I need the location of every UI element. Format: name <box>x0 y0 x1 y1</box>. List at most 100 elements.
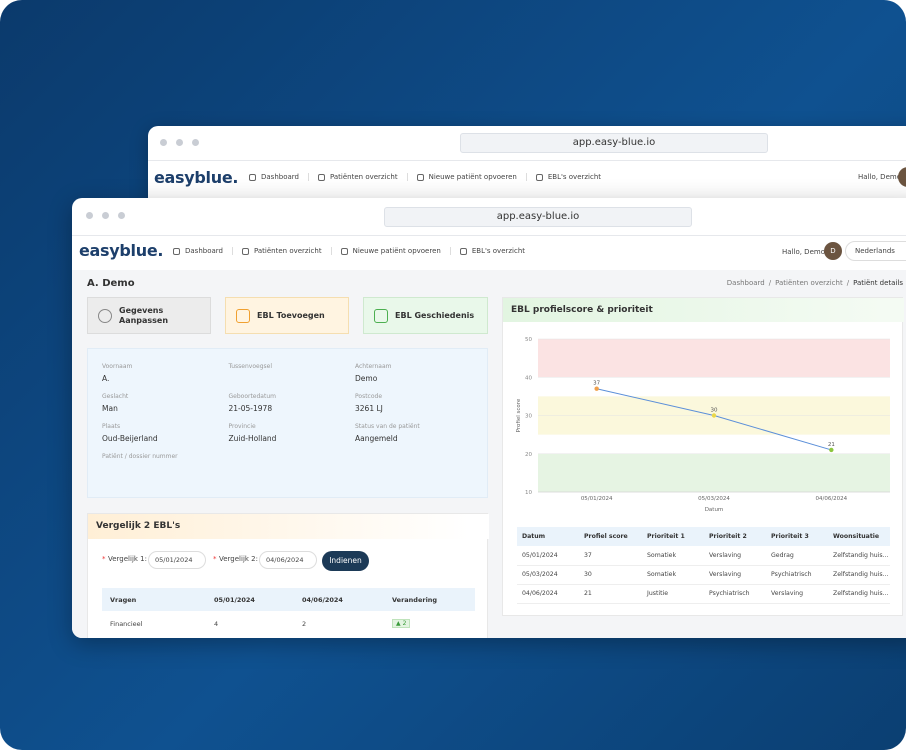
nav-label[interactable]: Patiënten overzicht <box>253 247 322 255</box>
nav-icon <box>340 247 348 255</box>
table-cell: Gedrag <box>771 552 794 559</box>
card-header <box>503 298 904 322</box>
table-cell: 37 <box>584 552 592 559</box>
breadcrumb-item[interactable]: Patiënten overzicht <box>775 279 843 287</box>
url-bar: app.easy-blue.io <box>384 207 692 227</box>
required-mark: * <box>102 555 106 563</box>
field-value: Man <box>102 404 118 413</box>
nav-item[interactable]: EBL's overzicht <box>449 247 534 255</box>
header-cell: Verandering <box>392 596 438 604</box>
y-tick-label: 50 <box>525 337 532 343</box>
window-dot <box>118 212 125 219</box>
nav-label[interactable]: EBL's overzicht <box>547 173 602 181</box>
table-cell: 05/03/2024 <box>522 571 558 578</box>
window-dot <box>86 212 93 219</box>
y-tick-label: 40 <box>525 375 532 381</box>
y-tick-label: 10 <box>525 490 532 496</box>
nav-label[interactable]: Dashboard <box>185 247 223 255</box>
nav-item[interactable]: Nieuwe patiënt opvoeren <box>330 247 450 255</box>
language-select[interactable]: Nederlands <box>845 241 906 261</box>
submit-button[interactable]: Indienen <box>322 551 369 571</box>
nav-icon <box>173 247 180 255</box>
button-label[interactable]: EBL Toevoegen <box>257 310 325 320</box>
field-value: Zuid-Holland <box>228 434 277 443</box>
table-cell: Psychiatrisch <box>709 590 750 597</box>
nav-icon <box>241 247 249 255</box>
field-value: 3261 LJ <box>355 404 383 413</box>
action-button[interactable]: EBL Toevoegen <box>225 297 349 334</box>
field-label: Geboortedatum <box>228 393 277 400</box>
nav-label[interactable]: Dashboard <box>261 173 299 181</box>
nav-item[interactable]: Dashboard <box>240 173 308 181</box>
url-bar: app.easy-blue.io <box>460 133 768 153</box>
nav-item[interactable]: Patiënten overzicht <box>307 173 407 181</box>
date-select[interactable]: 04/06/2024 <box>259 551 317 569</box>
header-cell: Prioriteit 1 <box>647 533 685 540</box>
nav-icon <box>317 173 325 181</box>
nav-item[interactable]: Dashboard <box>164 247 232 255</box>
table-cell: Financieel <box>110 620 143 628</box>
window-dot <box>176 139 183 146</box>
action-button[interactable]: Gegevens Aanpassen <box>87 297 211 334</box>
date-select[interactable]: 05/01/2024 <box>148 551 206 569</box>
button-label[interactable]: Gegevens Aanpassen <box>119 305 169 325</box>
field-value: Demo <box>355 374 378 383</box>
score-band <box>538 339 890 378</box>
table-header <box>517 527 890 546</box>
nav-item[interactable]: Patiënten overzicht <box>231 247 331 255</box>
button-icon <box>374 308 388 323</box>
required-mark: * <box>213 555 217 563</box>
row-divider <box>517 584 890 585</box>
header-cell[interactable]: Profiel score <box>584 533 628 540</box>
breadcrumb-separator: / <box>768 279 772 287</box>
table-cell: Verslaving <box>771 590 804 597</box>
nav-icon <box>249 173 256 181</box>
patient-card: Voornaam A. Tussenvoegsel Achternaam Demo Ges… <box>87 348 488 498</box>
avatar[interactable]: D <box>824 242 842 260</box>
table-cell: 4 <box>214 620 219 628</box>
greeting: Hallo, Demo <box>782 248 825 256</box>
field-label: Voornaam <box>102 363 133 370</box>
field-label: Status van de patiënt <box>355 423 420 430</box>
table-cell: Verslaving <box>709 552 742 559</box>
header-cell: Vragen <box>110 596 137 604</box>
nav-label[interactable]: Nieuwe patiënt opvoeren <box>352 247 441 255</box>
table-cell: 04/06/2024 <box>522 590 558 597</box>
nav-bar: Dashboard Patiënten overzicht Nieuwe patië… <box>164 247 534 255</box>
y-tick-label: 30 <box>525 414 532 420</box>
greeting: Hallo, Demo <box>858 173 901 181</box>
table-cell: Zelfstandig huis... <box>833 590 889 597</box>
table-cell: 05/01/2024 <box>522 552 558 559</box>
button-icon <box>98 308 112 323</box>
point-label: 37 <box>593 381 600 387</box>
table-cell: Verslaving <box>709 571 742 578</box>
header-cell: Prioriteit 2 <box>709 533 747 540</box>
window-dot <box>160 139 167 146</box>
nav-item[interactable]: Nieuwe patiënt opvoeren <box>406 173 526 181</box>
row-divider <box>517 565 890 566</box>
field-label: Geslacht <box>102 393 129 400</box>
card-title: Vergelijk 2 EBL's <box>96 521 181 531</box>
nav-label[interactable]: Nieuwe patiënt opvoeren <box>428 173 517 181</box>
field-value: A. <box>102 374 110 383</box>
field-label: Tussenvoegsel <box>228 363 273 370</box>
button-label[interactable]: EBL Geschiedenis <box>395 310 475 320</box>
score-point <box>711 413 717 418</box>
nav-label[interactable]: Patiënten overzicht <box>329 173 398 181</box>
header-cell: Woonsituatie <box>833 533 880 540</box>
nav-item[interactable]: EBL's overzicht <box>525 173 610 181</box>
nav-bar: Dashboard Patiënten overzicht Nieuwe patië… <box>240 173 610 181</box>
chart: 10 20 30 40 50 Profiel score Datum 05/01/2024 05… <box>516 337 890 513</box>
logo[interactable]: easyblue. <box>79 241 164 260</box>
field-value: Oud-Beijerland <box>102 434 158 443</box>
breadcrumb-item: Patiënt details <box>853 279 903 287</box>
page-title: A. Demo <box>87 278 135 289</box>
compare-table: Vragen 05/01/2024 04/06/2024 Verandering Fin… <box>102 588 475 638</box>
action-button[interactable]: EBL Geschiedenis <box>363 297 488 334</box>
badge-arrow: ▲ <box>396 620 401 627</box>
chart-panel: EBL profielscore & prioriteit 10 20 30 40 50 P… <box>502 297 904 616</box>
nav-label[interactable]: EBL's overzicht <box>471 247 526 255</box>
breadcrumb-item[interactable]: Dashboard <box>726 279 765 287</box>
compare-card: Vergelijk 2 EBL's * Vergelijk 1: 05/01/2024… <box>87 513 489 638</box>
header-cell[interactable]: Datum <box>522 533 546 540</box>
